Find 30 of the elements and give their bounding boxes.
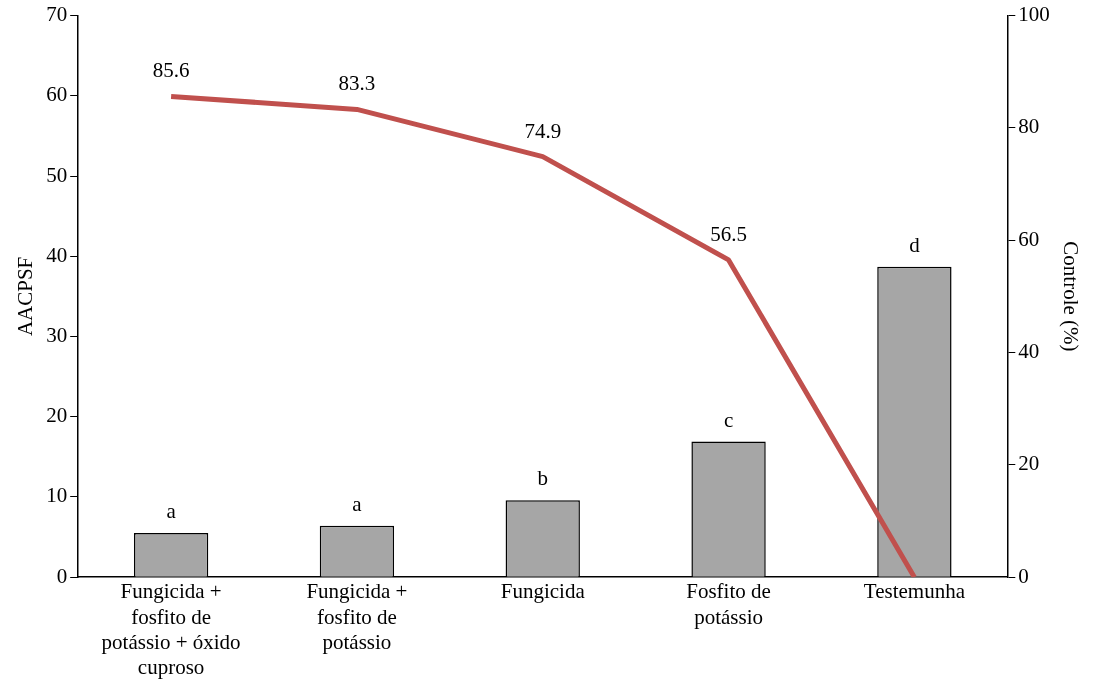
y2-tick-label: 0: [1018, 563, 1029, 588]
y2-tick-label: 100: [1018, 2, 1050, 27]
y-tick-label: 10: [46, 483, 68, 508]
data-label: 74.9: [524, 118, 562, 143]
y2-axis-title: Controle (%): [1058, 241, 1083, 352]
x-tick-label: Fungicida: [500, 579, 586, 604]
x-tick-label: Fungicida + fosfito de potássio: [306, 579, 408, 654]
x-tick-label: Fosfito de potássio: [686, 579, 771, 629]
y-tick-label: 70: [46, 2, 68, 27]
y-tick-label: 30: [46, 323, 68, 348]
y2-tick-label: 80: [1018, 114, 1040, 139]
y-tick-label: 40: [46, 242, 68, 267]
y-tick-label: 20: [46, 403, 68, 428]
annotation: a: [166, 499, 177, 524]
annotation: d: [909, 232, 921, 257]
data-label: 56.5: [710, 221, 747, 246]
y-tick-label: 50: [46, 162, 68, 187]
annotation: a: [352, 491, 363, 516]
annotation: c: [723, 407, 734, 432]
x-tick-label: Testemunha: [863, 579, 966, 604]
annotation: b: [537, 466, 548, 491]
y2-tick-label: 40: [1018, 339, 1040, 364]
data-label: 83.3: [338, 71, 376, 96]
y-tick-label: 60: [46, 82, 68, 107]
y2-tick-label: 60: [1018, 226, 1040, 251]
data-label: 85.6: [152, 58, 190, 83]
y-axis-title: AACPSF: [13, 256, 38, 337]
y-tick-label: 0: [56, 563, 68, 588]
y2-tick-label: 20: [1018, 451, 1040, 476]
x-tick-label: Fungicida + fosfito de potássio + óxido cuproso: [101, 579, 241, 679]
